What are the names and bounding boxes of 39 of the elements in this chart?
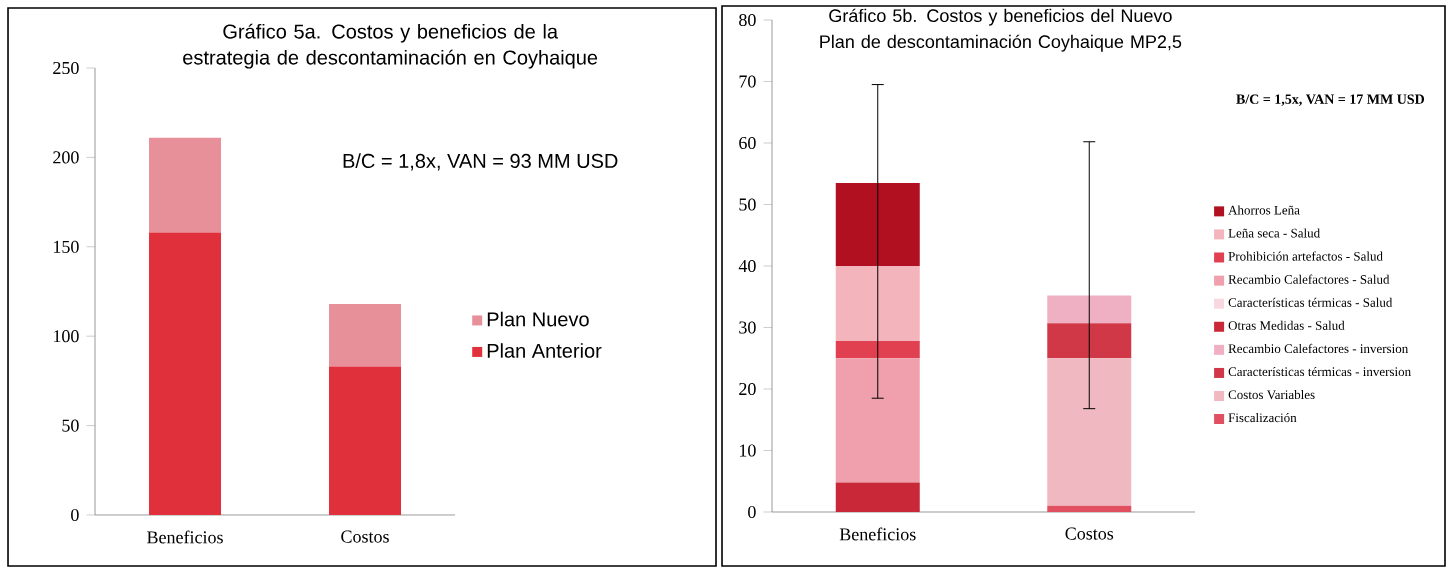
legend-label: Prohibición artefactos - Salud xyxy=(1228,251,1383,261)
y-tick-label: 40 xyxy=(738,259,756,273)
x-tick-label: Costos xyxy=(1065,527,1114,540)
legend-label: Fiscalización xyxy=(1228,412,1297,423)
legend-label: Características térmicas - Salud xyxy=(1228,297,1393,307)
chart-title: Gráfico 5b. Costos y beneficios del Nuevo Plan de descontaminación Coyhaique MP2,5 xyxy=(820,8,1182,52)
legend-label: Leña seca - Salud xyxy=(1228,228,1320,238)
y-tick-label: 200 xyxy=(53,151,79,164)
legend-label: Costos Variables xyxy=(1228,389,1315,400)
bar xyxy=(149,232,222,515)
legend-label: Plan Anterior xyxy=(487,343,602,358)
y-tick-label: 150 xyxy=(53,240,79,253)
legend-label: Plan Nuevo xyxy=(487,311,589,327)
y-tick-label: 10 xyxy=(739,444,756,457)
chart-title: Gráfico 5a. Costos y beneficios de la estrategia de descontaminación en Coyhaique xyxy=(183,23,598,69)
legend-label: Recambio Calefactores - inversion xyxy=(1228,343,1409,354)
y-tick-label: 60 xyxy=(739,136,756,150)
y-tick-label: 50 xyxy=(739,198,756,211)
y-tick-label: 80 xyxy=(739,13,756,27)
y-tick-label: 0 xyxy=(748,505,756,519)
y-tick-label: 50 xyxy=(62,419,79,432)
bar xyxy=(329,304,402,367)
legend-label: Recambio Calefactores - Salud xyxy=(1228,274,1390,284)
text: B/C = 1,5x, VAN = 17 MM USD xyxy=(1236,94,1425,106)
legend-label: Ahorros Leña xyxy=(1228,205,1300,215)
x-tick-label: Costos xyxy=(341,530,389,543)
y-tick-label: 0 xyxy=(71,508,79,522)
legend-label: Características térmicas - inversion xyxy=(1228,366,1411,377)
y-tick-label: 30 xyxy=(739,321,756,334)
annotation: B/C = 1,8x, VAN = 93 MM USD xyxy=(343,153,618,171)
x-tick-label: Beneficios xyxy=(147,530,223,544)
y-tick-label: 250 xyxy=(53,61,79,75)
bar xyxy=(329,366,402,515)
y-tick-label: 100 xyxy=(53,330,79,343)
legend-label: Otras Medidas - Salud xyxy=(1228,320,1345,330)
y-tick-label: 70 xyxy=(739,75,756,88)
x-tick-label: Beneficios xyxy=(839,527,916,541)
bar xyxy=(149,137,222,233)
y-tick-label: 20 xyxy=(739,382,756,396)
